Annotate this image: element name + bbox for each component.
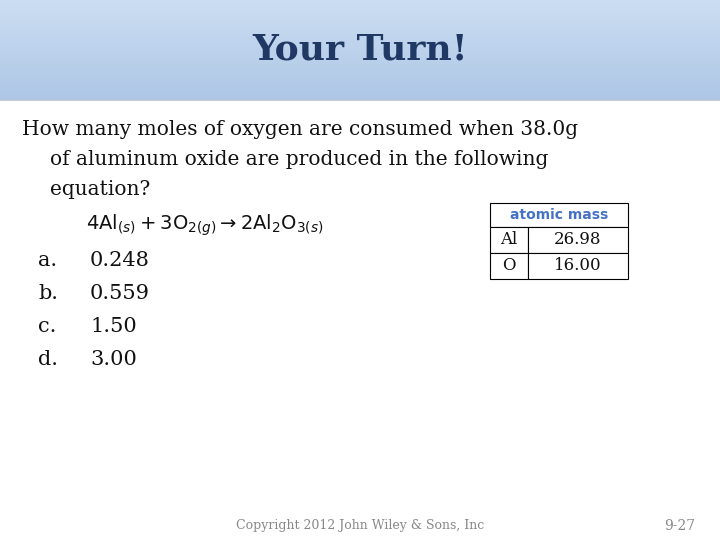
Text: a.: a. bbox=[38, 252, 57, 271]
Text: 3.00: 3.00 bbox=[90, 350, 137, 369]
Text: c.: c. bbox=[38, 318, 56, 336]
Text: 26.98: 26.98 bbox=[554, 232, 602, 248]
Text: 16.00: 16.00 bbox=[554, 258, 602, 274]
Text: equation?: equation? bbox=[50, 180, 150, 199]
Bar bbox=[490, 253, 528, 279]
Text: Copyright 2012 John Wiley & Sons, Inc: Copyright 2012 John Wiley & Sons, Inc bbox=[236, 519, 484, 532]
Text: $4\mathrm{Al}_{(s)} + 3\mathrm{O}_{2(g)} \rightarrow 2\mathrm{Al}_2\mathrm{O}_{3: $4\mathrm{Al}_{(s)} + 3\mathrm{O}_{2(g)}… bbox=[86, 212, 324, 238]
Text: atomic mass: atomic mass bbox=[510, 208, 608, 222]
Text: b.: b. bbox=[38, 285, 58, 303]
Bar bbox=[490, 227, 528, 253]
Text: 0.559: 0.559 bbox=[90, 285, 150, 303]
Bar bbox=[0, 100, 720, 540]
Text: Al: Al bbox=[500, 232, 518, 248]
Text: of aluminum oxide are produced in the following: of aluminum oxide are produced in the fo… bbox=[50, 151, 549, 170]
Bar bbox=[528, 227, 628, 253]
Text: 1.50: 1.50 bbox=[90, 318, 137, 336]
Bar bbox=[490, 203, 628, 227]
Text: Your Turn!: Your Turn! bbox=[252, 33, 468, 67]
Text: d.: d. bbox=[38, 350, 58, 369]
Text: O: O bbox=[503, 258, 516, 274]
Text: 9-27: 9-27 bbox=[664, 519, 695, 533]
Bar bbox=[528, 253, 628, 279]
Text: How many moles of oxygen are consumed when 38.0g: How many moles of oxygen are consumed wh… bbox=[22, 120, 578, 139]
Text: 0.248: 0.248 bbox=[90, 252, 150, 271]
